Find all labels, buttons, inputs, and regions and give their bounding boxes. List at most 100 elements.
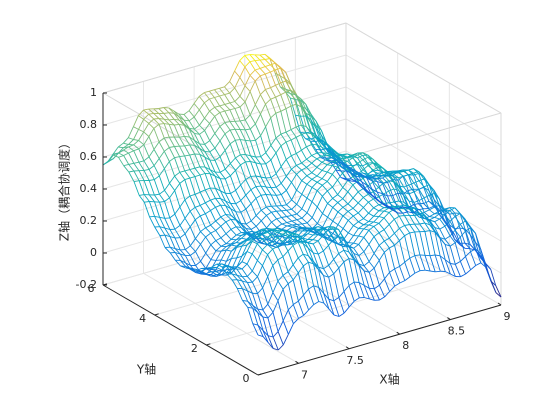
mesh-line-x (296, 180, 303, 191)
mesh-line-x (251, 260, 258, 272)
mesh-line-x (389, 244, 395, 249)
mesh-line-y (270, 99, 277, 114)
mesh-line-x (275, 166, 282, 175)
mesh-line-y (343, 249, 350, 259)
mesh-line-y (252, 293, 259, 310)
x-tick-label: 7.5 (346, 354, 364, 367)
mesh-line-y (184, 145, 191, 156)
mesh-line-x (188, 116, 195, 122)
mesh-line-y (246, 276, 253, 283)
mesh-line-x (138, 109, 144, 116)
mesh-line-y (454, 216, 461, 225)
mesh-line-y (154, 201, 161, 218)
mesh-line-x (285, 155, 292, 160)
mesh-line-x (287, 279, 294, 284)
y-tick-label: 4 (139, 312, 146, 325)
mesh-line-y (361, 174, 368, 178)
mesh-line-x (159, 226, 165, 229)
mesh-line-x (378, 251, 385, 261)
mesh-line-y (265, 103, 272, 118)
mesh-line-y (403, 195, 410, 208)
mesh-line-y (408, 193, 415, 203)
mesh-line-y (209, 140, 216, 149)
mesh-line-y (267, 232, 273, 236)
mesh-line-y (168, 107, 175, 114)
mesh-line-x (143, 123, 150, 133)
mesh-line-x (189, 193, 196, 197)
x-tick-label: 8 (402, 339, 409, 352)
mesh-line-y (295, 137, 302, 151)
mesh-line-y (261, 238, 268, 241)
mesh-line-y (301, 223, 308, 230)
mesh-line-x (419, 269, 426, 272)
mesh-line-x (193, 96, 200, 104)
mesh-line-x (164, 147, 170, 152)
mesh-line-x (270, 137, 277, 146)
mesh-line-y (332, 186, 338, 195)
x-tick-mark (447, 317, 451, 320)
mesh-line-y (244, 129, 251, 142)
mesh-line-y (271, 236, 278, 238)
mesh-line-y (373, 236, 380, 246)
mesh-line-x (209, 116, 216, 124)
mesh-line-y (414, 255, 421, 271)
mesh-line-y (148, 113, 155, 120)
mesh-line-x (169, 236, 176, 239)
mesh-line-x (260, 152, 266, 158)
mesh-line-y (328, 245, 335, 260)
mesh-line-x (362, 155, 369, 164)
mesh-line-y (439, 213, 445, 216)
mesh-line-y (373, 288, 380, 301)
mesh-line-x (384, 247, 390, 253)
mesh-line-x (174, 156, 180, 159)
mesh-line-x (235, 184, 241, 191)
mesh-line-y (366, 189, 373, 196)
mesh-line-y (362, 197, 369, 203)
mesh-line-x (270, 173, 277, 178)
mesh-line-y (168, 147, 175, 158)
mesh-line-y (307, 255, 314, 265)
mesh-line-y (199, 191, 206, 203)
mesh-line-y (265, 152, 272, 161)
mesh-line-y (254, 54, 261, 61)
mesh-line-y (282, 320, 289, 335)
mesh-line-y (327, 164, 333, 167)
mesh-line-x (439, 237, 446, 240)
mesh-line-y (317, 223, 323, 228)
x-tick-mark (497, 302, 502, 306)
mesh-line-y (382, 172, 389, 175)
mesh-line-y (251, 270, 258, 278)
mesh-line-x (428, 184, 435, 200)
mesh-line-y (281, 223, 288, 227)
mesh-line-x (229, 87, 236, 94)
mesh-line-y (317, 231, 323, 236)
mesh-line-x (285, 139, 292, 143)
mesh-line-x (184, 226, 191, 235)
mesh-line-y (280, 145, 287, 160)
mesh-line-x (286, 199, 292, 206)
mesh-line-y (388, 247, 396, 270)
mesh-line-x (293, 300, 299, 305)
mesh-line-y (247, 307, 254, 324)
axes-layer (102, 92, 502, 376)
mesh-line-x (383, 207, 390, 212)
mesh-line-y (194, 219, 201, 232)
mesh-line-y (240, 164, 247, 180)
mesh-line-y (234, 121, 241, 130)
mesh-line-y (208, 90, 215, 98)
mesh-line-y (388, 237, 395, 246)
mesh-line-y (311, 187, 318, 191)
mesh-line-y (409, 257, 416, 274)
mesh-line-x (159, 201, 165, 203)
mesh-line-y (335, 169, 342, 172)
mesh-line-x (169, 123, 175, 126)
mesh-line-y (433, 205, 440, 210)
mesh-line-y (241, 268, 248, 277)
mesh-line-y (313, 285, 320, 302)
mesh-line-y (321, 169, 328, 173)
mesh-line-y (183, 114, 190, 122)
mesh-line-x (313, 285, 319, 288)
mesh-line-x (225, 229, 232, 235)
mesh-line-y (367, 177, 373, 180)
mesh-line-y (312, 226, 319, 229)
